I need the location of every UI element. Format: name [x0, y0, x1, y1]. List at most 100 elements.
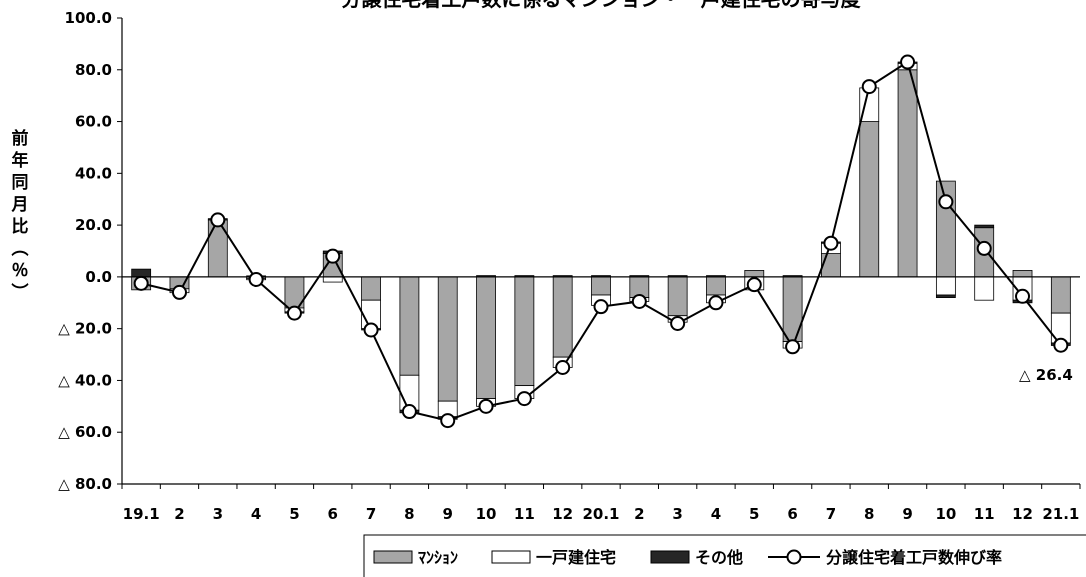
bar-mansion-7 [399, 276, 420, 376]
bar-mansion-19 [859, 121, 880, 278]
growth-point-13 [631, 293, 647, 309]
x-tick-label: 2 [634, 505, 644, 523]
y-tick-label: 60.0 [75, 113, 112, 131]
x-tick-label: 4 [251, 505, 261, 523]
x-tick-label: 3 [672, 505, 682, 523]
growth-point-11 [555, 360, 571, 375]
bar-detached-21 [935, 276, 956, 296]
axes-layer [117, 17, 1081, 489]
growth-line [140, 60, 1062, 422]
x-tick-label: 8 [864, 505, 874, 523]
growth-point-6 [363, 322, 379, 338]
growth-point-19 [861, 79, 877, 95]
x-tick-label: 11 [974, 505, 995, 523]
bar-mansion-15 [706, 276, 726, 296]
x-tick-labels: 19.1 2 3 4 5 6 7 8 9 10 11 12 20.1 2 3 4 5 6 7 8 9 10 11 12 21.1 [123, 505, 1080, 523]
bar-other-21 [935, 294, 956, 298]
growth-point-23 [1015, 288, 1031, 304]
bar-mansion-10 [514, 276, 535, 387]
x-tick-label: 5 [289, 505, 299, 523]
growth-point-18 [823, 235, 839, 251]
bar-detached-22 [974, 276, 995, 301]
y-tick-label: △ 40.0 [58, 371, 112, 389]
bar-mansion-24 [1050, 276, 1071, 314]
growth-point-1 [171, 284, 187, 300]
bar-mansion-14 [667, 276, 688, 317]
legend-swatch-2 [650, 550, 690, 564]
x-tick-label: 19.1 [123, 505, 160, 523]
legend-box [363, 534, 1086, 577]
growth-point-12 [593, 299, 609, 315]
legend-label: 分譲住宅着工戸数伸び率 [826, 548, 1002, 567]
bar-mansion-9 [476, 276, 496, 399]
x-tick-label: 10 [935, 505, 956, 523]
growth-point-22 [976, 240, 992, 256]
growth-point-3 [248, 271, 264, 287]
legend-swatch-0 [373, 550, 413, 564]
x-tick-label: 10 [476, 505, 497, 523]
y-tick-label: 100.0 [65, 9, 112, 27]
bar-mansion-6 [361, 276, 381, 301]
x-tick-label: 9 [443, 505, 453, 523]
x-tick-label: 6 [328, 505, 338, 523]
x-tick-label: 12 [1012, 505, 1033, 523]
x-tick-label: 6 [787, 505, 797, 523]
bar-other-0 [131, 268, 152, 278]
growth-point-14 [670, 315, 686, 331]
growth-point-8 [440, 413, 456, 429]
x-tick-label: 12 [552, 505, 573, 523]
bar-detached-5 [322, 276, 343, 283]
bar-mansion-20 [897, 69, 918, 278]
y-tick-label: △ 20.0 [58, 320, 112, 338]
chart-title: 分譲住宅着工戸数に係るマンション・一戸建住宅の寄与度 [341, 0, 861, 11]
growth-point-2 [210, 212, 226, 228]
x-tick-label: 7 [366, 505, 376, 523]
x-tick-label: 3 [213, 505, 223, 523]
bar-mansion-12 [591, 276, 611, 296]
legend-swatch-1 [491, 550, 531, 564]
growth-point-15 [708, 295, 724, 311]
growth-point-24 [1053, 337, 1069, 353]
growth-point-20 [900, 54, 916, 70]
bar-mansion-16 [744, 270, 765, 278]
y-tick-labels: 100.0 80.0 60.0 40.0 20.0 0.0 △ 20.0 △ 40.0 △ 60… [58, 9, 112, 493]
growth-point-7 [401, 404, 417, 420]
x-tick-label: 4 [711, 505, 721, 523]
growth-point-0 [133, 275, 149, 291]
y-tick-label: 20.0 [75, 216, 112, 234]
y-tick-label: 0.0 [85, 268, 112, 286]
bar-mansion-8 [437, 276, 458, 402]
x-tick-label: 21.1 [1042, 505, 1079, 523]
x-tick-label: 7 [826, 505, 836, 523]
growth-line-layer [133, 54, 1069, 429]
legend-label: ﾏﾝｼｮﾝ [418, 548, 458, 567]
x-tick-label: 5 [749, 505, 759, 523]
x-tick-label: 9 [902, 505, 912, 523]
x-tick-label: 8 [404, 505, 414, 523]
bar-mansion-17 [782, 276, 803, 343]
legend-label: 一戸建住宅 [536, 548, 616, 567]
legend-marker-swatch [786, 549, 802, 565]
growth-point-4 [286, 305, 302, 321]
legend: ﾏﾝｼｮﾝ 一戸建住宅 その他 分譲住宅着工戸数伸び率 [363, 534, 1086, 577]
growth-point-5 [325, 248, 341, 264]
bar-mansion-11 [552, 276, 573, 358]
y-tick-label: △ 60.0 [58, 423, 112, 441]
x-tick-label: 11 [514, 505, 535, 523]
growth-point-10 [516, 391, 532, 407]
growth-point-9 [478, 398, 494, 414]
bar-other-22 [974, 224, 995, 229]
y-tick-label: △ 80.0 [58, 475, 112, 493]
bars-layer [131, 61, 1071, 420]
bar-mansion-23 [1012, 270, 1033, 278]
y-tick-label: 40.0 [75, 164, 112, 182]
y-tick-label: 80.0 [75, 61, 112, 79]
growth-point-17 [785, 339, 801, 355]
y-axis-label: 前年同月比︵％︶ [11, 128, 29, 303]
legend-label: その他 [695, 548, 743, 567]
growth-point-21 [938, 194, 954, 210]
x-tick-label: 20.1 [582, 505, 619, 523]
x-tick-label: 2 [174, 505, 184, 523]
last-value-annotation: △ 26.4 [1019, 366, 1073, 384]
